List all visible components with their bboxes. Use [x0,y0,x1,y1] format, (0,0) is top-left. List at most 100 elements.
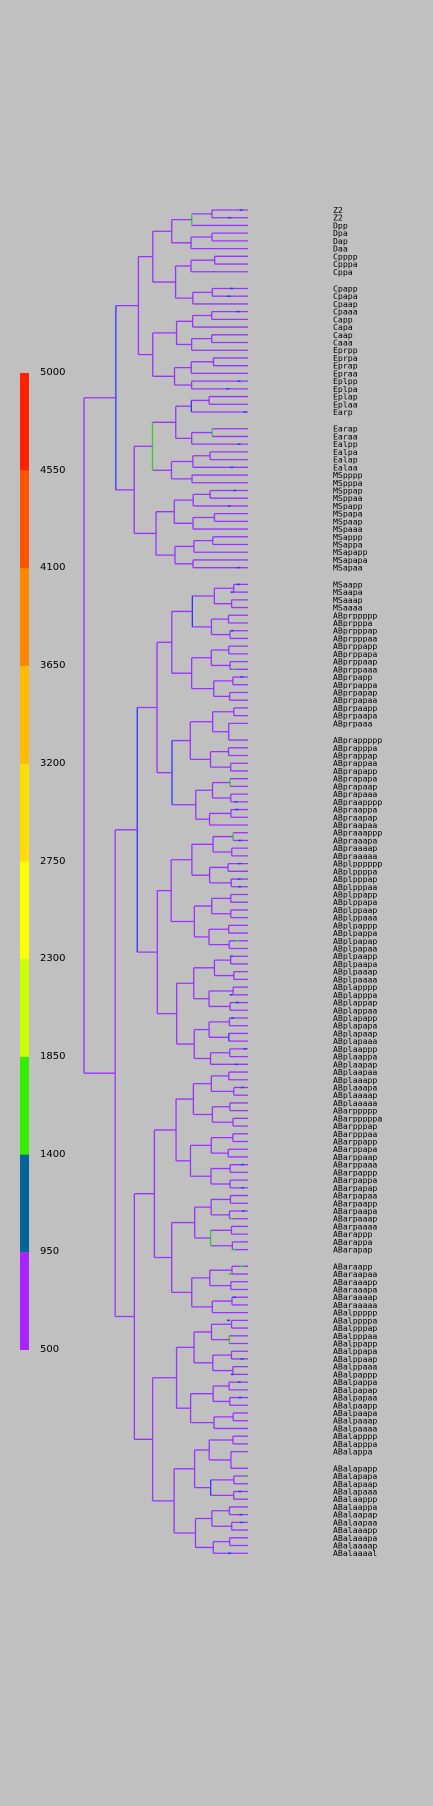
leaf-label: ABpraapaa [333,820,377,830]
leaf-label: ABprppapp [333,641,377,651]
leaf-label: Cpapa [333,291,358,301]
leaf-label: ABplapppa [333,990,377,1000]
leaf-label: Cpppa [333,259,358,269]
leaf-label: ABalpaapp [333,1400,377,1410]
leaf-label: ABplapapp [333,1013,377,1023]
leaf-label: ABplpapap [333,936,377,946]
leaf-label: ABprapapp [333,766,377,776]
leaf-label: ABprpppap [333,626,377,636]
leaf-label: ABalpappa [333,1377,377,1387]
leaf-label: ABpraapppp [333,797,382,807]
leaf-label: ABalaaaap [333,1541,377,1551]
leaf-label: ABplpppap [333,874,377,884]
leaf-label: Caaa [333,338,353,348]
color-scale-band [20,763,29,862]
leaf-label: ABprpaapa [333,711,377,721]
leaf-label: ABalapppa [333,1439,377,1449]
leaf-label: Cpaaa [333,307,358,317]
leaf-label: Eprap [333,361,358,371]
leaf-label: MSppap [333,485,363,495]
leaf-label: ABalppppp [333,1308,377,1318]
leaf-label: ABaraaapp [333,1277,377,1287]
leaf-label: ABarppaap [333,1152,377,1162]
leaf-label: ABprapaap [333,781,377,791]
leaf-label: ABalapaaa [333,1486,377,1496]
leaf-label: Cpppp [333,251,358,261]
color-scale-label: 1400 [40,1148,66,1160]
leaf-label: ABprppapa [333,649,377,659]
color-scale-band [20,666,29,764]
leaf-label: MSpaap [333,516,363,526]
leaf-label: MSappa [333,540,363,550]
leaf-label: ABplappap [333,998,377,1008]
leaf-label: Capa [333,322,353,332]
leaf-label: Earaa [333,431,358,441]
leaf-label: ABpraaaap [333,843,377,853]
leaf-label: ABplpaaaa [333,974,377,984]
leaf-label: ABalpppaa [333,1331,377,1341]
leaf-label: Cpapp [333,283,358,293]
leaf-label: ABarppapp [333,1137,377,1147]
leaf-label: ABprpppa [333,618,373,628]
color-scale-label: 5000 [40,367,66,378]
leaf-label: Dap [333,236,348,246]
leaf-label: Earp [333,407,353,417]
leaf-label: MSpapa [333,509,363,519]
leaf-label: ABalaappp [333,1494,377,1504]
leaf-label: Cpaap [333,299,358,309]
leaf-label: ABarapap [333,1245,373,1255]
leaf-label: ABplpaapp [333,951,377,961]
leaf-label: MSaapp [333,579,363,589]
leaf-label: MSappp [333,532,363,542]
leaf-label: ABplpppppp [333,859,382,869]
leaf-label: ABplapaaa [333,1036,377,1046]
color-scale-label: 2750 [40,855,66,867]
leaf-label: MSpppa [333,478,363,488]
leaf-label: ABalppaaa [333,1362,377,1372]
leaf-label: Capp [333,314,353,324]
leaf-label: Dpa [333,228,348,238]
leaf-label: ABaraapaa [333,1269,377,1279]
leaf-label: ABalpaapa [333,1408,377,1418]
leaf-label: ABarpapaa [333,1191,377,1201]
leaf-label: ABalaapaa [333,1517,377,1527]
leaf-label: ABpraapap [333,812,377,822]
color-scale-band [20,1056,29,1155]
leaf-label: Eplpa [333,384,358,394]
leaf-label: Daa [333,244,348,254]
leaf-label: MSpapp [333,501,363,511]
leaf-label: Eprpp [333,345,358,355]
leaf-label: ABplappaa [333,1005,377,1015]
color-scale-label: 3200 [40,757,66,769]
leaf-label: ABarpppap [333,1121,377,1131]
leaf-label: MSaapa [333,587,363,597]
leaf-label: ABarappp [333,1229,373,1239]
leaf-label: ABplppaaa [333,913,377,923]
color-scale-label: 4100 [40,562,66,574]
leaf-label: ABplaappa [333,1052,377,1062]
leaf-label: ABplpaapa [333,959,377,969]
color-scale-band [20,470,29,569]
leaf-label: ABalppapa [333,1346,377,1356]
leaf-label: Epraa [333,368,358,378]
leaf-label: ABaraaaap [333,1292,377,1302]
leaf-label: ABalapaap [333,1479,377,1489]
color-scale-band [20,568,29,667]
color-scale-band [20,959,29,1057]
leaf-label: MSaaaa [333,603,363,613]
leaf-label: ABarpappa [333,1175,377,1185]
leaf-label: ABarpaaaa [333,1221,377,1231]
leaf-label: ABarpapap [333,1183,377,1193]
leaf-label: ABplpapaa [333,944,377,954]
leaf-label: ABalapppp [333,1431,377,1441]
leaf-label: ABalaappa [333,1502,377,1512]
leaf-label: ABalapapa [333,1471,377,1481]
leaf-label: ABprpapp [333,672,373,682]
leaf-label: Eplpp [333,376,358,386]
leaf-label: ABalpapaa [333,1393,377,1403]
leaf-label: ABprappaa [333,758,377,768]
leaf-label: ABplpppaa [333,882,377,892]
leaf-label: ABarppapa [333,1144,377,1154]
leaf-label: ABplaaaaa [333,1098,377,1108]
